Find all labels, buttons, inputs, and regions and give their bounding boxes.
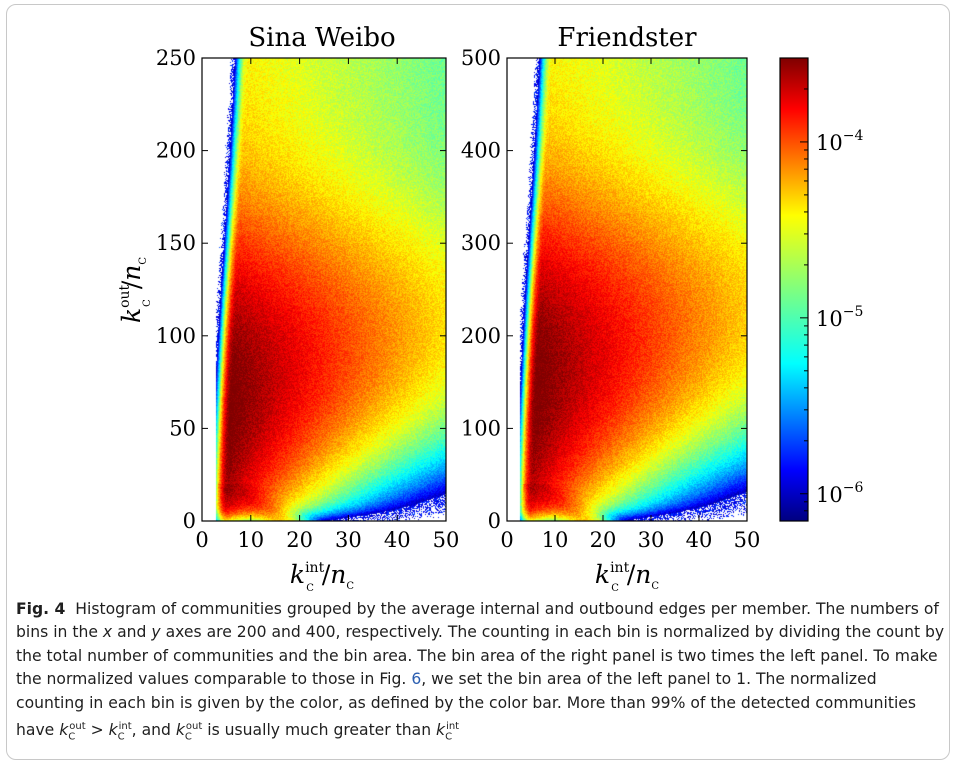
y-tick-label: 0: [488, 509, 501, 533]
y-tick-label: 200: [461, 324, 501, 348]
y-tick-label: 100: [461, 416, 501, 440]
heatmap-friendster: [507, 58, 747, 521]
plot-frame-sina-weibo: [201, 57, 447, 522]
x-tick-label: 30: [638, 528, 665, 552]
caption-text-4: , we set the bin area of the left panel …: [16, 670, 916, 740]
x-tick-label: 40: [384, 528, 411, 552]
plot-frame-friendster: [506, 57, 748, 522]
panel-title-friendster: Friendster: [557, 23, 697, 53]
colorbar-gradient: [780, 58, 808, 521]
caption-text-3: axes are 200 and 400, respectively. The …: [16, 623, 945, 689]
figure-reference-link[interactable]: 6: [411, 670, 422, 689]
caption-text-2: and: [112, 623, 152, 642]
caption-text-6: is usually much greater than: [202, 721, 437, 740]
figure-caption: Fig. 4 Histogram of communities grouped …: [16, 600, 945, 743]
y-tick-label: 250: [156, 46, 196, 70]
colorbar-tick-label: 10−4: [816, 128, 863, 155]
y-tick-label: 300: [461, 231, 501, 255]
x-axis-label-friendster: kint C/nC: [595, 560, 659, 594]
colorbar-ticks: 10−4 10−5 10−6: [800, 57, 863, 522]
y-tick-label: 50: [169, 416, 196, 440]
y-tick-label: 100: [156, 324, 196, 348]
x-tick-label: 20: [590, 528, 617, 552]
x-tick-label: 50: [734, 528, 761, 552]
y-tick-label: 200: [156, 139, 196, 163]
x-tick-label: 50: [433, 528, 460, 552]
heatmap-sina-weibo: [202, 58, 446, 521]
y-tick-label: 0: [183, 509, 196, 533]
x-tick-label: 10: [237, 528, 264, 552]
axis-ticks-sina-weibo: 0 10 20 30 40 50 0 50 100 150 200 250: [156, 46, 459, 552]
panel-title-sina-weibo: Sina Weibo: [248, 23, 395, 53]
figure-label: Fig. 4: [16, 600, 66, 618]
x-tick-label: 40: [686, 528, 713, 552]
caption-x: x: [102, 623, 113, 642]
x-tick-label: 30: [335, 528, 362, 552]
x-tick-label: 0: [195, 528, 208, 552]
caption-y: y: [151, 623, 161, 642]
y-tick-label: 400: [461, 139, 501, 163]
y-tick-label: 500: [461, 46, 501, 70]
x-axis-label-sina-weibo: kint C/nC: [290, 560, 354, 594]
colorbar: 10−4 10−5 10−6: [779, 57, 863, 522]
y-axis-label: kout C/nC: [117, 257, 153, 323]
x-tick-label: 10: [542, 528, 569, 552]
colorbar-tick-label: 10−5: [816, 304, 863, 331]
x-tick-label: 0: [500, 528, 513, 552]
caption-text-1: Histogram of communities grouped by the …: [16, 600, 939, 642]
panel-sina-weibo: Sina Weibo 0 10 20 30 40 50 0 50 100 150 200 250 ko…: [117, 23, 459, 594]
y-tick-label: 150: [156, 231, 196, 255]
x-tick-label: 20: [286, 528, 313, 552]
colorbar-tick-label: 10−6: [816, 480, 863, 507]
colorbar-frame: [779, 57, 809, 522]
caption-text-5: , and: [131, 721, 176, 740]
